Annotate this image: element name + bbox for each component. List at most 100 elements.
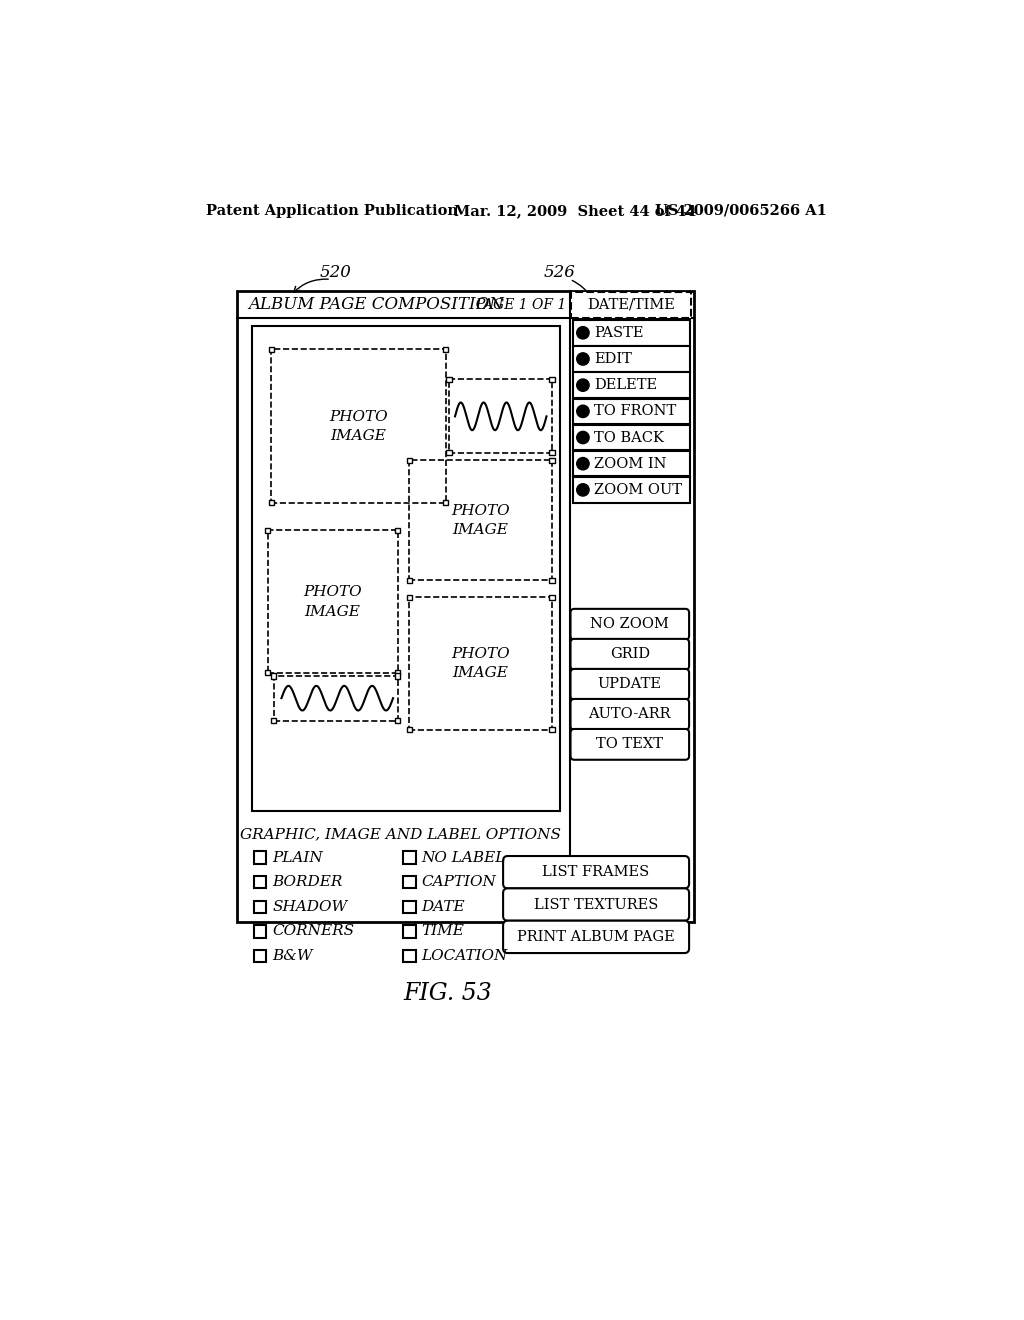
Bar [395, 528, 400, 533]
Circle shape [577, 326, 589, 339]
Text: BORDER: BORDER [272, 875, 342, 890]
FancyBboxPatch shape [570, 700, 689, 730]
Bar [403, 925, 416, 937]
Bar [395, 673, 400, 678]
FancyBboxPatch shape [503, 857, 689, 888]
Text: CAPTION: CAPTION [422, 875, 497, 890]
Bar [449, 379, 552, 453]
Text: LIST FRAMES: LIST FRAMES [543, 865, 649, 879]
FancyBboxPatch shape [503, 888, 689, 921]
Bar [549, 727, 555, 733]
Bar [254, 900, 266, 913]
Bar [572, 478, 690, 503]
Text: UPDATE: UPDATE [598, 677, 662, 692]
Bar [446, 450, 452, 455]
FancyBboxPatch shape [570, 729, 689, 760]
Bar [403, 950, 416, 962]
Bar [254, 851, 266, 863]
Text: LIST TEXTURES: LIST TEXTURES [534, 898, 658, 912]
FancyBboxPatch shape [503, 921, 689, 953]
Text: DATE/TIME: DATE/TIME [587, 298, 675, 312]
Text: GRAPHIC, IMAGE AND LABEL OPTIONS: GRAPHIC, IMAGE AND LABEL OPTIONS [241, 828, 561, 841]
Circle shape [577, 379, 589, 391]
Bar [571, 292, 690, 318]
Bar [271, 350, 445, 503]
Bar [410, 597, 552, 730]
Text: TIME: TIME [422, 924, 465, 939]
Bar [572, 321, 690, 346]
Text: Patent Application Publication: Patent Application Publication [206, 203, 458, 218]
FancyBboxPatch shape [570, 669, 689, 700]
Bar [403, 900, 416, 913]
Text: CORNERS: CORNERS [272, 924, 354, 939]
Bar [572, 425, 690, 450]
Bar [549, 376, 555, 381]
Bar [410, 461, 552, 581]
Bar [268, 500, 274, 506]
Text: TO TEXT: TO TEXT [596, 738, 664, 751]
Circle shape [577, 352, 589, 366]
Bar [273, 676, 397, 721]
Text: DATE: DATE [422, 900, 465, 913]
Bar [407, 594, 412, 601]
Bar [572, 346, 690, 372]
Text: 526: 526 [544, 264, 575, 281]
Text: PHOTO
IMAGE: PHOTO IMAGE [329, 409, 387, 444]
Bar [549, 594, 555, 601]
Bar [254, 925, 266, 937]
Text: ALBUM PAGE COMPOSITION: ALBUM PAGE COMPOSITION [248, 296, 504, 313]
Circle shape [577, 483, 589, 496]
Text: US 2009/0065266 A1: US 2009/0065266 A1 [655, 203, 826, 218]
Text: DELETE: DELETE [594, 378, 657, 392]
Bar [572, 399, 690, 424]
FancyBboxPatch shape [570, 609, 689, 640]
Text: TO BACK: TO BACK [594, 430, 664, 445]
Text: PASTE: PASTE [594, 326, 643, 339]
Text: 520: 520 [319, 264, 351, 281]
Bar [549, 458, 555, 463]
Text: PHOTO
IMAGE: PHOTO IMAGE [452, 647, 510, 680]
Text: AUTO-ARR: AUTO-ARR [589, 708, 671, 721]
Text: Mar. 12, 2009  Sheet 44 of 44: Mar. 12, 2009 Sheet 44 of 44 [454, 203, 695, 218]
Text: LOCATION: LOCATION [422, 949, 508, 964]
Text: NO ZOOM: NO ZOOM [591, 618, 670, 631]
Bar [254, 950, 266, 962]
Text: PHOTO
IMAGE: PHOTO IMAGE [452, 503, 510, 537]
Circle shape [577, 432, 589, 444]
Bar [265, 671, 270, 676]
Bar [395, 718, 400, 723]
Text: EDIT: EDIT [594, 352, 632, 366]
Circle shape [577, 458, 589, 470]
Text: B&W: B&W [272, 949, 312, 964]
Bar [549, 578, 555, 583]
Text: FIG. 53: FIG. 53 [402, 982, 492, 1006]
Bar [407, 458, 412, 463]
Text: PHOTO
IMAGE: PHOTO IMAGE [303, 585, 361, 619]
Bar [549, 450, 555, 455]
Bar [572, 451, 690, 477]
Bar [572, 372, 690, 397]
Circle shape [577, 405, 589, 417]
Bar [271, 718, 276, 723]
Bar [407, 578, 412, 583]
Bar [403, 851, 416, 863]
Text: GRID: GRID [609, 647, 650, 661]
Bar [407, 727, 412, 733]
Text: SHADOW: SHADOW [272, 900, 347, 913]
Bar [403, 876, 416, 888]
Bar [443, 500, 449, 506]
Text: NO LABEL: NO LABEL [422, 850, 506, 865]
Text: ZOOM IN: ZOOM IN [594, 457, 667, 471]
Text: TO FRONT: TO FRONT [594, 404, 676, 418]
Bar [265, 528, 270, 533]
Bar [237, 290, 693, 923]
Bar [268, 347, 274, 352]
Bar [446, 376, 452, 381]
Bar [443, 347, 449, 352]
Text: PAGE 1 OF 1: PAGE 1 OF 1 [475, 298, 566, 312]
Text: PLAIN: PLAIN [272, 850, 323, 865]
Bar [252, 326, 560, 812]
Text: ZOOM OUT: ZOOM OUT [594, 483, 682, 496]
Bar [254, 876, 266, 888]
Text: PRINT ALBUM PAGE: PRINT ALBUM PAGE [517, 929, 675, 944]
